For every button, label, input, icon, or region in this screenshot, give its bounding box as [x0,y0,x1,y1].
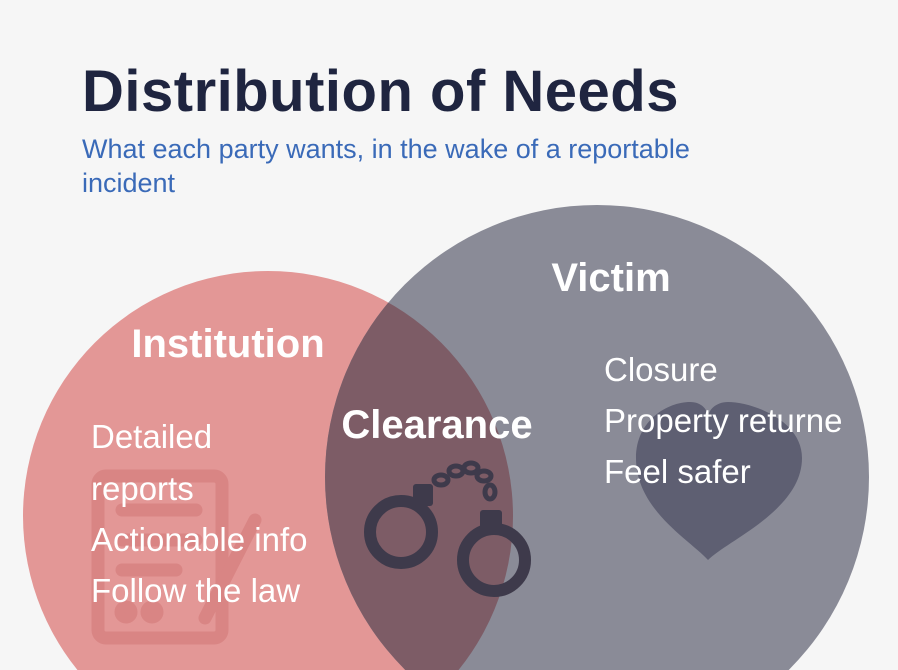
report-clipboard-icon [91,469,262,645]
victim-label: Victim [551,256,670,300]
institution-label: Institution [131,322,324,366]
institution-item: Detailed [91,418,212,455]
institution-item: reports [91,470,194,507]
page-subtitle: What each party wants, in the wake of a … [82,134,690,198]
victim-item: Property returne [604,402,842,439]
victim-item: Feel safer [604,453,751,490]
handcuffs-icon [364,460,531,597]
victim-item: Closure [604,351,718,388]
clearance-label: Clearance [341,403,532,447]
heart-icon [636,402,802,560]
page-title: Distribution of Needs [82,59,679,124]
institution-item: Actionable info [91,521,307,558]
institution-item: Follow the law [91,572,300,609]
